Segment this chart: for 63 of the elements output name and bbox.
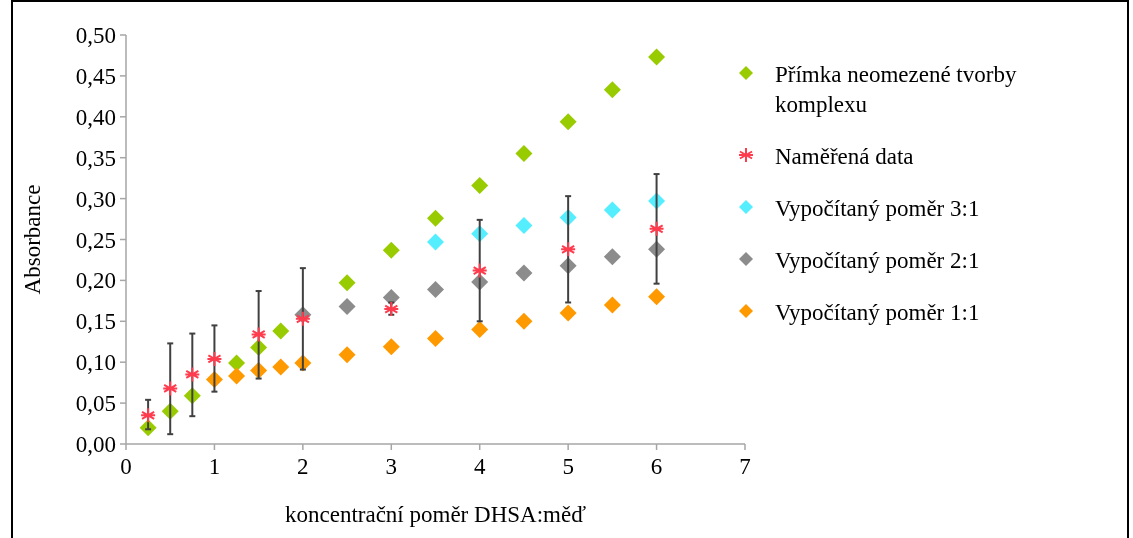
y-tick-label: 0,00 — [75, 432, 116, 458]
point — [471, 320, 489, 338]
point — [603, 81, 621, 99]
point — [603, 248, 621, 266]
x-tick-label: 5 — [562, 454, 574, 479]
point — [382, 338, 400, 356]
point — [648, 48, 666, 66]
point — [338, 298, 356, 316]
point — [338, 346, 356, 364]
point — [427, 209, 444, 227]
y-tick-label: 0,40 — [75, 104, 116, 130]
point — [515, 312, 533, 330]
point — [603, 201, 621, 219]
point — [471, 177, 489, 195]
point — [162, 380, 179, 397]
legend-label: Naměřená data — [775, 144, 914, 169]
legend-label: Vypočítaný poměr 3:1 — [775, 196, 980, 221]
point — [338, 274, 356, 292]
y-tick-label: 0,45 — [75, 63, 116, 89]
x-tick-label: 7 — [739, 454, 751, 479]
point — [272, 322, 290, 340]
point — [560, 241, 577, 258]
y-tick-label: 0,10 — [75, 350, 116, 376]
point — [648, 288, 666, 306]
y-axis-title: Absorbance — [20, 184, 45, 295]
point — [294, 310, 311, 327]
point — [206, 350, 223, 367]
point — [427, 233, 444, 251]
point — [140, 407, 157, 424]
point — [515, 264, 533, 282]
point — [228, 354, 246, 372]
point — [471, 262, 488, 279]
point — [648, 220, 665, 237]
x-axis-title: koncentrační poměr DHSA:měď — [284, 502, 587, 527]
point — [228, 367, 246, 385]
x-tick-label: 1 — [208, 454, 221, 479]
point — [515, 217, 533, 235]
x-tick-label: 2 — [297, 454, 309, 479]
point — [184, 366, 201, 383]
y-tick-label: 0,50 — [75, 23, 116, 49]
y-tick-label: 0,15 — [75, 309, 116, 335]
point — [383, 301, 400, 318]
point — [272, 358, 290, 376]
point — [559, 113, 577, 131]
y-tick-label: 0,20 — [75, 268, 116, 294]
point — [250, 326, 267, 343]
point — [603, 296, 621, 314]
y-tick-label: 0,35 — [75, 145, 116, 171]
legend-label: Vypočítaný poměr 2:1 — [775, 248, 980, 273]
point — [427, 329, 444, 347]
y-tick-label: 0,25 — [75, 227, 116, 253]
point — [515, 145, 533, 163]
point — [382, 241, 400, 259]
y-tick-label: 0,05 — [75, 391, 116, 417]
x-tick-label: 0 — [120, 454, 132, 479]
legend-label: Vypočítaný poměr 1:1 — [775, 300, 980, 325]
point — [559, 304, 577, 322]
x-tick-label: 6 — [650, 454, 663, 479]
x-tick-label: 3 — [385, 454, 398, 479]
legend-label: Přímka neomezené tvorby komplexu — [775, 62, 1017, 117]
point — [427, 280, 444, 298]
y-tick-label: 0,30 — [75, 186, 116, 212]
x-tick-label: 4 — [473, 454, 486, 479]
